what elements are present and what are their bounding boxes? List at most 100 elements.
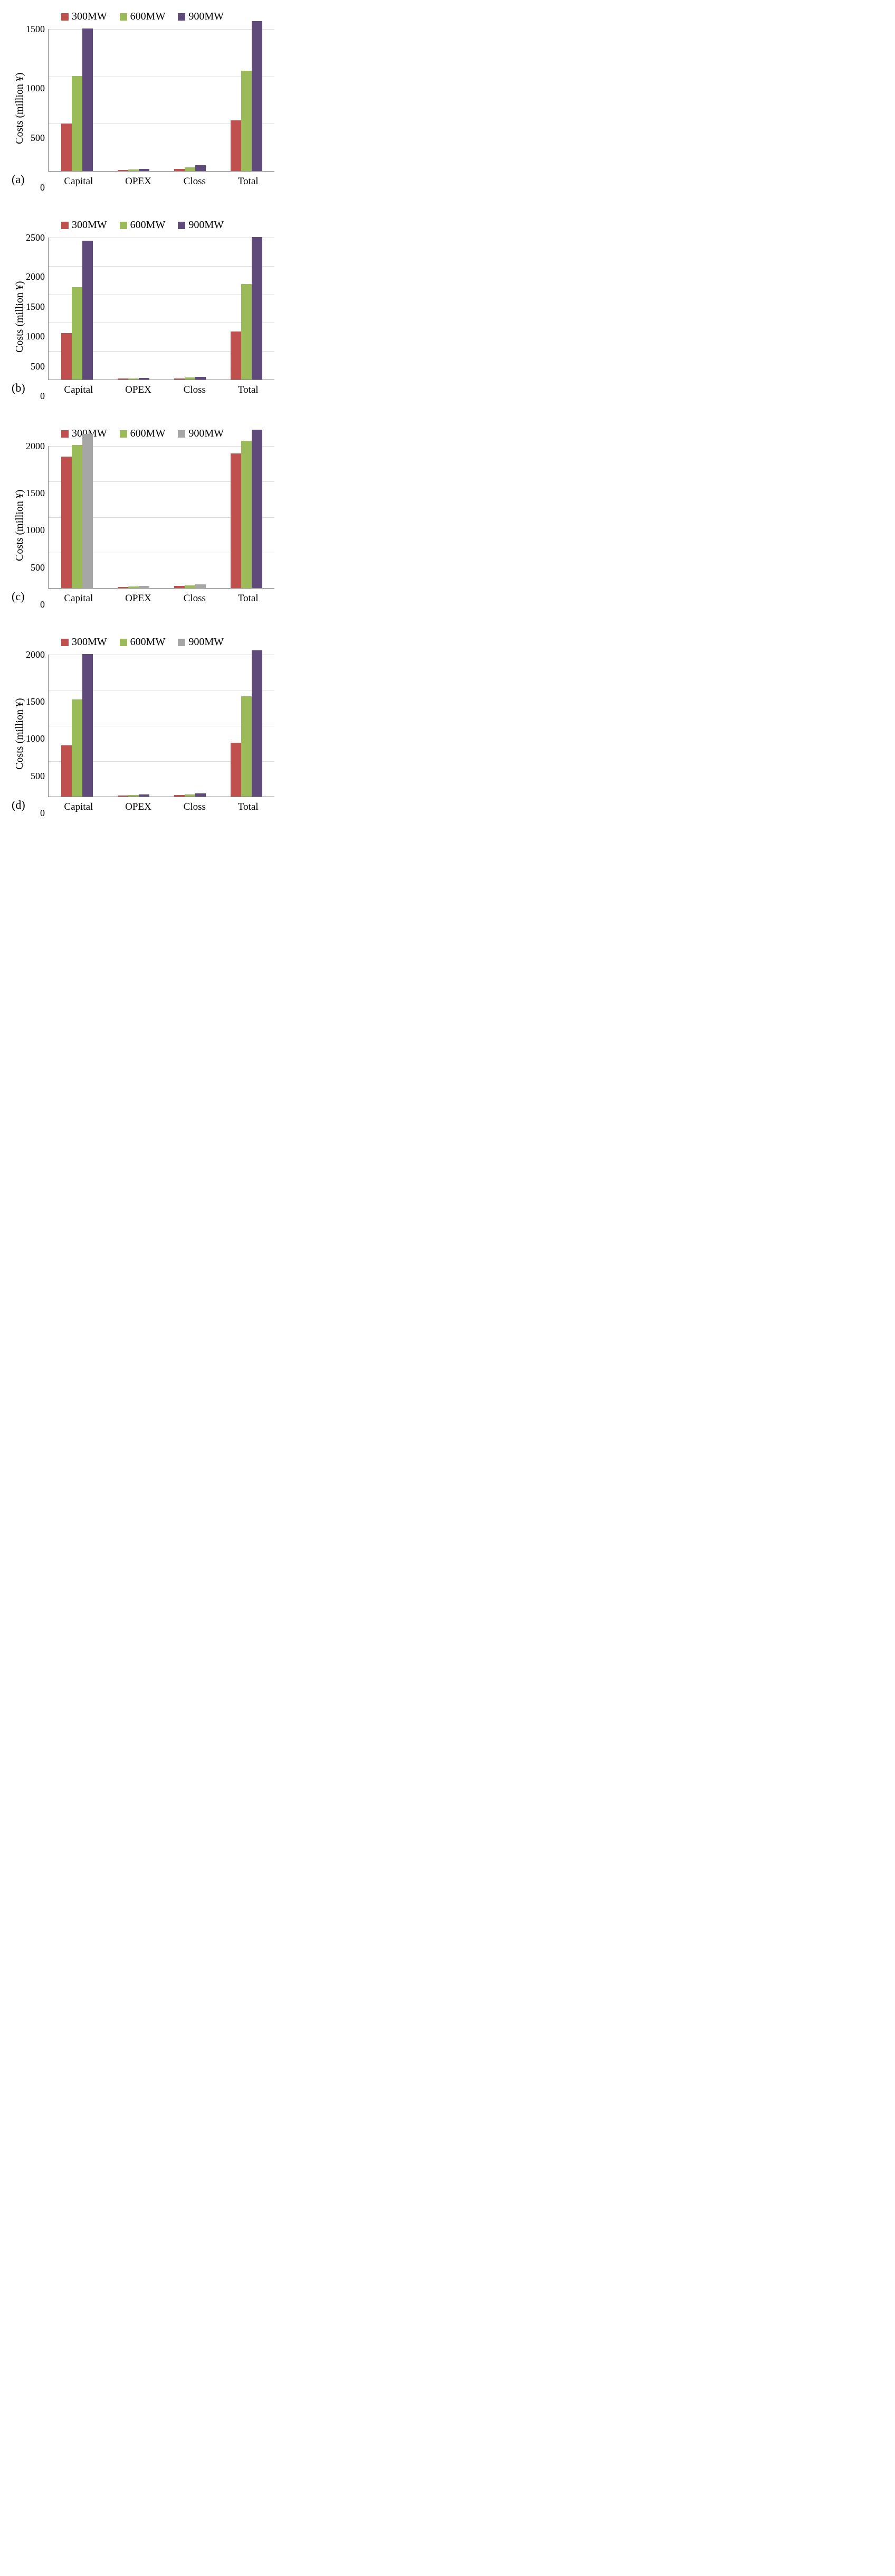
x-tick: Capital: [64, 176, 93, 187]
bar: [252, 21, 262, 171]
chart-panel: 300MW600MW900MWCosts (million ¥)20001500…: [11, 428, 274, 604]
bar: [118, 170, 128, 171]
bar: [82, 29, 93, 171]
legend: 300MW 600MW 900MW: [11, 636, 274, 648]
panel-label: (c): [12, 590, 24, 603]
x-tick: Closs: [184, 801, 206, 813]
legend-item: 900MW: [178, 11, 224, 23]
bar: [82, 241, 93, 380]
legend-swatch: [178, 13, 185, 21]
bar: [195, 793, 206, 797]
chart-panel: 300MW600MW900MWCosts (million ¥)15001000…: [11, 11, 274, 187]
bar: [72, 287, 82, 380]
legend-item: 600MW: [120, 219, 166, 231]
y-tick: 0: [40, 183, 45, 192]
y-axis-label: Costs (million ¥): [11, 446, 26, 604]
bar: [174, 378, 185, 380]
x-tick: OPEX: [125, 801, 151, 813]
legend-swatch: [61, 13, 69, 21]
x-ticks: Capital OPEX Closs Total: [48, 801, 274, 813]
bar: [72, 699, 82, 797]
legend-label: 600MW: [130, 636, 166, 648]
bar: [61, 745, 72, 797]
legend-item: 600MW: [120, 428, 166, 440]
bar: [231, 453, 241, 588]
bar-group: [118, 586, 149, 588]
y-tick: 1500: [26, 302, 45, 311]
bar: [185, 377, 195, 380]
bar: [252, 237, 262, 380]
bar: [241, 71, 252, 171]
bar-group: [61, 654, 93, 797]
y-ticks: 2000150010005000: [26, 655, 48, 813]
bar: [139, 169, 149, 171]
x-tick: Closs: [184, 593, 206, 604]
bar: [252, 430, 262, 588]
bar: [139, 378, 149, 380]
legend: 300MW 600MW 900MW: [11, 219, 274, 231]
bar: [185, 585, 195, 588]
bar: [72, 445, 82, 589]
x-tick: Total: [238, 801, 259, 813]
bar: [231, 743, 241, 797]
x-tick: OPEX: [125, 593, 151, 604]
bar: [139, 794, 149, 797]
bar: [174, 795, 185, 797]
plot-area: [48, 238, 274, 380]
legend-label: 900MW: [188, 428, 224, 440]
bar-group: [118, 169, 149, 171]
x-tick: Capital: [64, 801, 93, 813]
legend-swatch: [120, 430, 127, 438]
bar: [118, 378, 128, 380]
bar-group: [61, 241, 93, 380]
bar: [72, 76, 82, 171]
x-tick: Closs: [184, 176, 206, 187]
y-tick: 500: [31, 563, 45, 572]
bar: [241, 441, 252, 588]
bar: [128, 169, 139, 171]
x-ticks: CapitalOPEXClossTotal: [48, 176, 274, 187]
y-tick: 2000: [26, 650, 45, 659]
y-tick: 2000: [26, 272, 45, 281]
bar-group: [174, 793, 206, 797]
bar: [61, 124, 72, 171]
legend-label: 300MW: [72, 11, 107, 23]
y-tick: 2500: [26, 233, 45, 242]
x-tick: OPEX: [125, 384, 151, 396]
bar: [61, 333, 72, 380]
bar-group: [231, 21, 262, 171]
bar-group: [231, 430, 262, 588]
legend-label: 900MW: [188, 219, 224, 231]
x-tick: Closs: [184, 384, 206, 396]
legend-label: 300MW: [72, 636, 107, 648]
y-axis-label: Costs (million ¥): [11, 655, 26, 813]
bar: [118, 587, 128, 588]
legend-swatch: [178, 222, 185, 229]
bar: [128, 795, 139, 797]
bar-group: [174, 377, 206, 380]
legend-item: 300MW: [61, 636, 107, 648]
legend-item: 900MW: [178, 636, 224, 648]
bar-group: [118, 378, 149, 380]
legend-swatch: [61, 639, 69, 646]
legend-label: 600MW: [130, 11, 166, 23]
bar: [241, 284, 252, 380]
chart-panel: 300MW600MW900MWCosts (million ¥)25002000…: [11, 219, 274, 396]
bar: [174, 586, 185, 588]
y-tick: 0: [40, 808, 45, 818]
y-tick: 0: [40, 391, 45, 401]
legend-label: 900MW: [188, 11, 224, 23]
x-tick: Total: [238, 593, 259, 604]
legend-swatch: [61, 222, 69, 229]
bar: [118, 795, 128, 797]
legend-swatch: [120, 222, 127, 229]
y-ticks: 2000150010005000: [26, 446, 48, 604]
panel-label: (d): [12, 798, 25, 812]
y-tick: 500: [31, 362, 45, 371]
legend-item: 900MW: [178, 428, 224, 440]
y-tick: 1000: [26, 83, 45, 93]
bar: [195, 584, 206, 588]
bar-group: [174, 584, 206, 588]
legend-label: 900MW: [188, 636, 224, 648]
legend-item: 300MW: [61, 219, 107, 231]
